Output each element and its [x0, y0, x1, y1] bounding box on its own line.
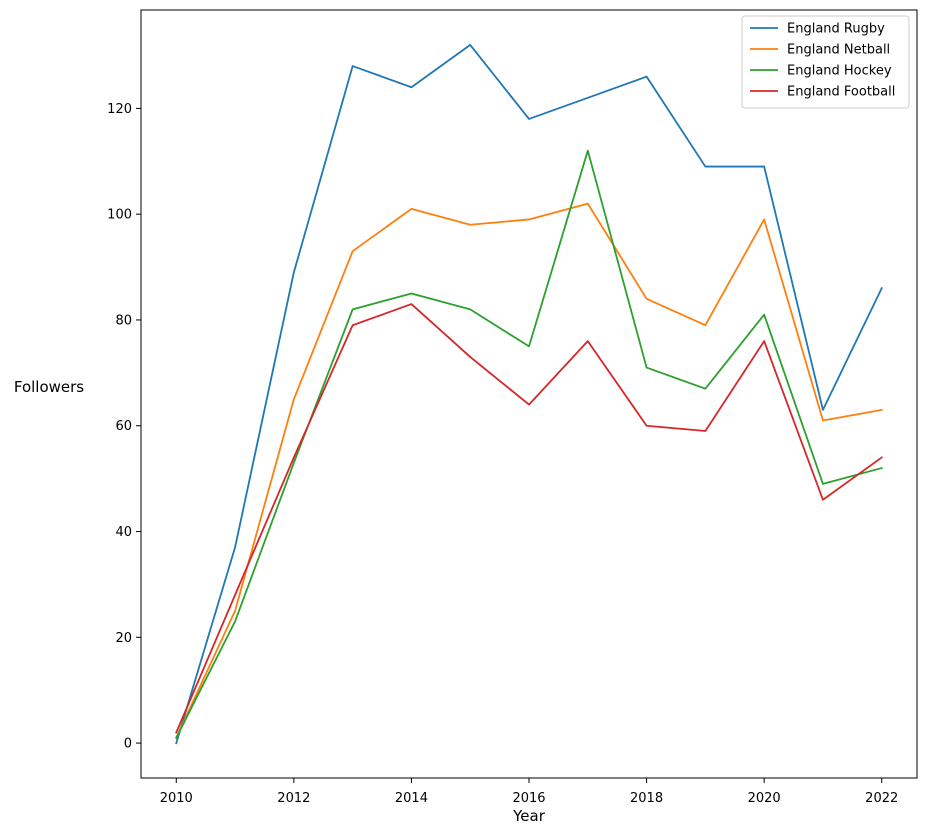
- x-axis-title: Year: [512, 807, 546, 825]
- x-tick-label: 2016: [512, 791, 545, 806]
- legend: England Rugby England Netball England Hock…: [741, 15, 910, 109]
- legend-label-england-football: England Football: [787, 85, 895, 100]
- x-tick-label: 2010: [160, 791, 193, 806]
- series-line-england-netball: [175, 202, 883, 739]
- y-tick-label: 60: [115, 419, 132, 434]
- x-tick-label: 2018: [630, 791, 663, 806]
- legend-label-england-rugby: England Rugby: [787, 22, 885, 37]
- series-line-england-football: [175, 303, 883, 734]
- x-tick-label: 2012: [277, 791, 310, 806]
- x-tick-label: 2020: [748, 791, 781, 806]
- series-line-england-rugby: [175, 44, 883, 745]
- x-tick-label: 2022: [865, 791, 898, 806]
- legend-box: [741, 15, 910, 109]
- y-tick-label: 80: [115, 313, 132, 328]
- y-axis-title: Followers: [14, 378, 84, 396]
- legend-label-england-hockey: England Hockey: [787, 64, 892, 79]
- y-tick-label: 120: [107, 102, 132, 117]
- series-line-england-hockey: [175, 149, 883, 740]
- series-lines: [175, 44, 883, 745]
- y-tick-label: 100: [107, 208, 132, 223]
- y-tick-label: 20: [115, 631, 132, 646]
- legend-label-england-netball: England Netball: [787, 43, 890, 58]
- plot-frame: [140, 9, 918, 779]
- y-tick-label: 40: [115, 525, 132, 540]
- y-tick-label: 0: [124, 737, 132, 752]
- y-axis: 0 20 40 60 80 100 120: [107, 102, 141, 752]
- x-tick-label: 2014: [395, 791, 428, 806]
- x-axis: 2010 2012 2014 2016 2018 2020 2022: [160, 778, 898, 806]
